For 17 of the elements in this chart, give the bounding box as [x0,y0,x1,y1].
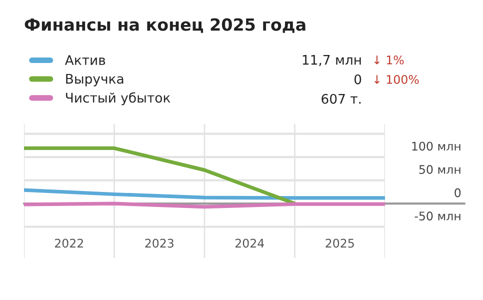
y-tick-label: 0 [454,188,461,198]
text: ↓ 1% [374,55,404,64]
x-tick-label: 2024 [235,238,264,248]
x-tick-label: 2025 [326,238,354,248]
text: 607 т. [322,94,361,104]
x-tick-label: 2022 [54,238,83,248]
y-tick-label: -50 млн [414,212,460,220]
legend-label: Актив [64,55,106,65]
x-tick-label: 2023 [145,238,174,248]
text: 11,7 млн [302,55,361,66]
y-tick-label: 100 млн [412,142,460,151]
text: ↓ 100% [374,74,419,84]
legend-label: Чистый убыток [66,92,170,106]
y-tick-label: 50 млн [419,165,460,174]
legend-label: Выручка [66,74,124,86]
text: 0 [354,74,362,84]
chart-title: Финансы на конец 2025 года [24,18,306,33]
